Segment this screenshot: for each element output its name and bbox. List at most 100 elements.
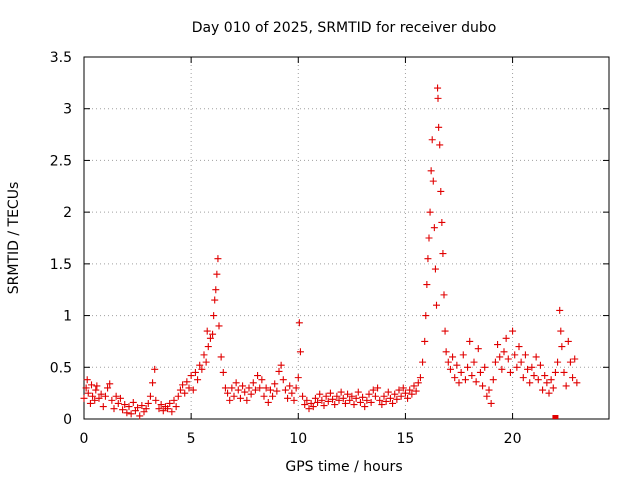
data-point xyxy=(311,394,319,402)
data-point xyxy=(506,368,514,376)
y-tick-label: 3 xyxy=(63,102,72,118)
data-point xyxy=(423,281,431,289)
data-point xyxy=(93,382,101,390)
data-point xyxy=(410,382,418,390)
data-point xyxy=(203,327,211,335)
data-point xyxy=(430,224,438,232)
data-point xyxy=(339,394,347,402)
data-point xyxy=(380,392,388,400)
data-point xyxy=(112,392,120,400)
data-point xyxy=(378,401,386,409)
data-point xyxy=(526,379,534,387)
data-point xyxy=(305,405,313,413)
data-point xyxy=(198,365,206,373)
data-point xyxy=(427,167,435,175)
data-point xyxy=(275,367,283,375)
data-point xyxy=(451,374,459,382)
data-point xyxy=(320,402,328,410)
data-point xyxy=(356,398,364,406)
data-point xyxy=(281,386,289,394)
data-point xyxy=(200,351,208,359)
data-point xyxy=(494,341,502,349)
data-point xyxy=(489,376,497,384)
data-point xyxy=(532,353,540,361)
data-point xyxy=(352,394,360,402)
data-point xyxy=(549,384,557,392)
data-point xyxy=(196,361,204,369)
data-point xyxy=(479,382,487,390)
data-point xyxy=(144,399,152,407)
data-point xyxy=(524,365,532,373)
data-point xyxy=(335,396,343,404)
data-point xyxy=(389,399,397,407)
data-point xyxy=(562,382,570,390)
data-point xyxy=(444,358,452,366)
data-point xyxy=(453,361,461,369)
data-point xyxy=(346,396,354,404)
data-point xyxy=(166,399,174,407)
data-point xyxy=(290,396,298,404)
data-point xyxy=(439,250,447,258)
data-point xyxy=(119,406,127,414)
data-point xyxy=(560,368,568,376)
data-point xyxy=(301,401,309,409)
data-point xyxy=(264,398,272,406)
data-point xyxy=(433,301,440,309)
data-point xyxy=(513,363,521,371)
data-point xyxy=(395,386,403,394)
data-point xyxy=(134,404,142,412)
data-point xyxy=(284,394,292,402)
data-point xyxy=(314,398,322,406)
data-point xyxy=(258,376,266,384)
data-point xyxy=(204,343,212,351)
data-point xyxy=(476,368,484,376)
data-point xyxy=(459,351,467,359)
data-point xyxy=(530,372,538,380)
plot-area-frame xyxy=(83,56,610,420)
data-point xyxy=(127,410,135,418)
data-point xyxy=(316,390,324,398)
data-point xyxy=(361,403,369,411)
data-point xyxy=(457,368,465,376)
data-point xyxy=(152,396,160,404)
data-point xyxy=(341,399,349,407)
x-tick-label: 0 xyxy=(80,431,89,447)
data-point xyxy=(187,372,195,380)
data-point xyxy=(441,327,449,335)
data-point xyxy=(485,386,493,394)
data-point xyxy=(292,384,300,392)
data-points xyxy=(80,84,581,420)
data-point xyxy=(221,384,229,392)
data-point xyxy=(271,380,279,388)
data-point xyxy=(337,388,345,396)
data-point xyxy=(547,376,555,384)
data-point xyxy=(438,218,446,226)
data-point xyxy=(266,386,274,394)
data-point xyxy=(466,337,474,345)
data-point xyxy=(239,382,247,390)
data-point xyxy=(295,319,303,327)
data-point xyxy=(416,374,424,382)
data-point xyxy=(558,343,566,351)
y-tick-label: 0 xyxy=(63,412,72,428)
data-point xyxy=(114,399,122,407)
data-point xyxy=(157,401,165,409)
baseline-marker xyxy=(552,415,559,419)
data-point xyxy=(149,379,157,387)
chart-title: Day 010 of 2025, SRMTID for receiver dub… xyxy=(192,20,497,36)
data-point xyxy=(354,388,362,396)
data-point xyxy=(504,355,512,363)
data-point xyxy=(170,396,178,404)
data-point xyxy=(226,396,234,404)
data-point xyxy=(219,368,227,376)
data-point xyxy=(191,368,199,376)
data-point xyxy=(326,389,334,397)
data-point xyxy=(382,397,390,405)
data-point xyxy=(487,399,495,407)
data-point xyxy=(108,396,116,404)
data-point xyxy=(414,379,422,387)
data-point xyxy=(468,372,476,380)
data-point xyxy=(210,312,218,320)
data-point xyxy=(425,234,433,242)
data-point xyxy=(541,372,549,380)
